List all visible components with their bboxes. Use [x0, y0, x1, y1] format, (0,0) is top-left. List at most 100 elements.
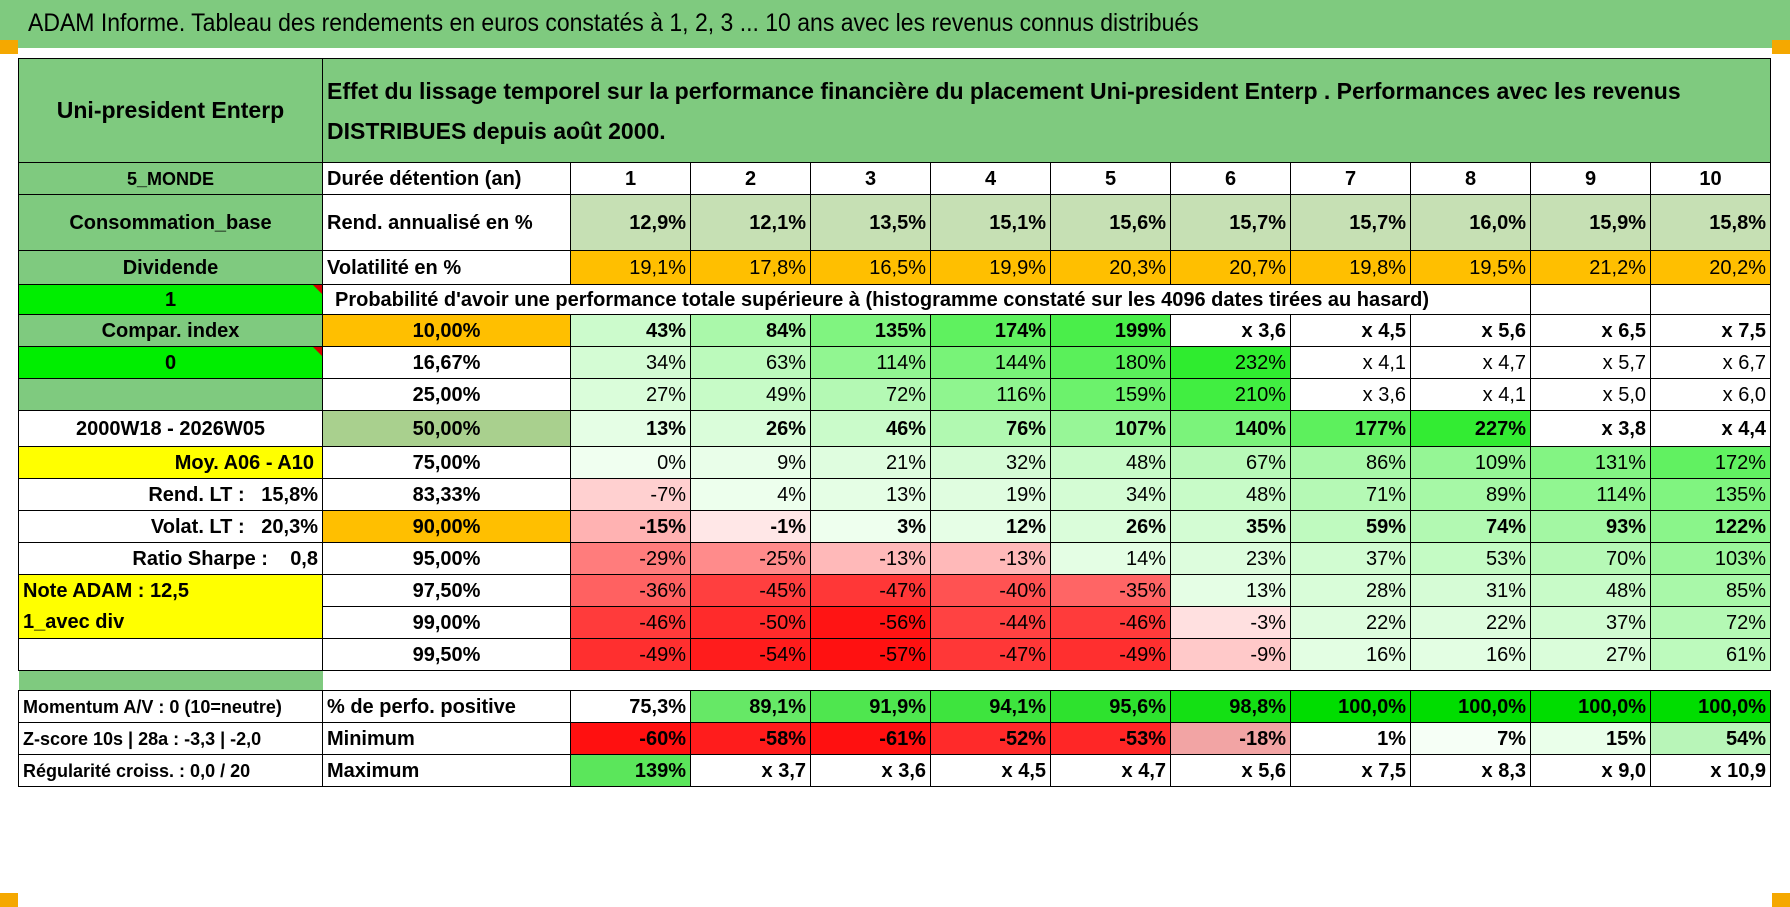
vol-value: 20,7%	[1170, 250, 1291, 285]
prob-value: 9%	[690, 446, 811, 479]
corner-marker	[0, 893, 18, 907]
prob-value: 67%	[1170, 446, 1291, 479]
pos-row: Momentum A/V : 0 (10=neutre)% de perfo. …	[18, 690, 1771, 723]
fund-description: Effet du lissage temporel sur la perform…	[322, 58, 1771, 163]
side-blank	[18, 638, 323, 671]
prob-value: 46%	[810, 410, 931, 447]
prob-value: 85%	[1650, 574, 1771, 607]
prob-value: 199%	[1050, 314, 1171, 347]
prob-value: 103%	[1650, 542, 1771, 575]
years-row: 5_MONDE Durée détention (an) 1 2 3 4 5 6 7 8 9 10	[18, 162, 1771, 195]
prob-header: Probabilité d'avoir une performance tota…	[322, 284, 1531, 315]
regularite: Régularité croiss. : 0,0 / 20	[18, 754, 323, 787]
prob-threshold: 83,33%	[322, 478, 571, 511]
prob-row: Note ADAM : 12,5 97,50% -36% -45% -47% -40% -3…	[18, 574, 1771, 607]
prob-value: x 4,7	[1410, 346, 1531, 379]
pos-value: 100,0%	[1650, 690, 1771, 723]
year-header: 10	[1650, 162, 1771, 195]
prob-value: 59%	[1290, 510, 1411, 543]
prob-value: 63%	[690, 346, 811, 379]
prob-value: 232%	[1170, 346, 1291, 379]
prob-value: x 4,5	[1290, 314, 1411, 347]
volat-lt-label: Volat. LT :	[150, 515, 245, 538]
prob-value: 227%	[1410, 410, 1531, 447]
prob-value: 34%	[570, 346, 691, 379]
vol-value: 19,8%	[1290, 250, 1411, 285]
prob-value: 135%	[810, 314, 931, 347]
max-value: x 10,9	[1650, 754, 1771, 787]
zscore: Z-score 10s | 28a : -3,3 | -2,0	[18, 722, 323, 755]
corner-marker	[0, 40, 18, 54]
vol-label: Volatilité en %	[322, 250, 571, 285]
prob-value: x 6,0	[1650, 378, 1771, 411]
rend-value: 12,9%	[570, 194, 691, 251]
spacer-row	[18, 670, 1771, 691]
prob-value: 86%	[1290, 446, 1411, 479]
pos-value: 89,1%	[690, 690, 811, 723]
prob-row: 25,00% 27% 49% 72% 116% 159% 210% x 3,6 x 4,1 x 5…	[18, 378, 1771, 411]
prob-row: 2000W18 - 2026W05 50,00% 13% 26% 46% 76% 107% 1…	[18, 410, 1771, 447]
prob-value: x 5,6	[1410, 314, 1531, 347]
prob-value: x 3,6	[1170, 314, 1291, 347]
rend-lt: Rend. LT : 15,8%	[18, 478, 323, 511]
sharpe: Ratio Sharpe : 0,8	[18, 542, 323, 575]
year-header: 3	[810, 162, 931, 195]
max-value: x 3,7	[690, 754, 811, 787]
prob-value: 72%	[1650, 606, 1771, 639]
rend-value: 15,1%	[930, 194, 1051, 251]
max-value: x 8,3	[1410, 754, 1531, 787]
pos-value: 100,0%	[1410, 690, 1531, 723]
prob-value: 37%	[1290, 542, 1411, 575]
prob-row: 1_avec div 99,00% -46% -50% -56% -44% -46% -3% 2…	[18, 606, 1771, 639]
prob-value: x 5,0	[1530, 378, 1651, 411]
volat-lt: Volat. LT : 20,3%	[18, 510, 323, 543]
report-title: ADAM Informe. Tableau des rendements en …	[28, 9, 1199, 37]
note-adam: Note ADAM : 12,5	[18, 574, 323, 607]
period: 2000W18 - 2026W05	[18, 410, 323, 447]
min-value: -60%	[570, 722, 691, 755]
prob-value: x 6,7	[1650, 346, 1771, 379]
prob-value: 37%	[1530, 606, 1651, 639]
prob-value: 210%	[1170, 378, 1291, 411]
prob-value: 144%	[930, 346, 1051, 379]
prob-value: 4%	[690, 478, 811, 511]
vol-value: 19,9%	[930, 250, 1051, 285]
prob-value: x 4,4	[1650, 410, 1771, 447]
year-header: 8	[1410, 162, 1531, 195]
prob-value: x 6,5	[1530, 314, 1651, 347]
max-label: Maximum	[322, 754, 571, 787]
prob-threshold: 99,00%	[322, 606, 571, 639]
corner-marker	[1772, 893, 1790, 907]
prob-value: 48%	[1050, 446, 1171, 479]
max-value: x 4,7	[1050, 754, 1171, 787]
sharpe-value: 0,8	[290, 547, 318, 570]
prob-value: -56%	[810, 606, 931, 639]
prob-value: 21%	[810, 446, 931, 479]
prob-value: 172%	[1650, 446, 1771, 479]
prob-value: 71%	[1290, 478, 1411, 511]
prob-value: 22%	[1410, 606, 1531, 639]
prob-value: 76%	[930, 410, 1051, 447]
volat-lt-value: 20,3%	[261, 515, 318, 538]
prob-value: 22%	[1290, 606, 1411, 639]
header-row: Uni-president Enterp Effet du lissage tem…	[18, 58, 1771, 163]
duree-label: Durée détention (an)	[322, 162, 571, 195]
vol-value: 19,1%	[570, 250, 691, 285]
prob-row: 0 16,67% 34% 63% 114% 144% 180% 232% x 4,1 x 4,7 x…	[18, 346, 1771, 379]
prob-value: x 7,5	[1650, 314, 1771, 347]
prob-value: 13%	[1170, 574, 1291, 607]
prob-value: 13%	[570, 410, 691, 447]
prob-value: -9%	[1170, 638, 1291, 671]
min-value: -58%	[690, 722, 811, 755]
prob-value: 61%	[1650, 638, 1771, 671]
prob-value: 48%	[1170, 478, 1291, 511]
prob-value: -57%	[810, 638, 931, 671]
prob-threshold: 25,00%	[322, 378, 571, 411]
prob-row: Volat. LT : 20,3% 90,00% -15% -1% 3% 12% 26% 35…	[18, 510, 1771, 543]
prob-value: 19%	[930, 478, 1051, 511]
prob-value: -44%	[930, 606, 1051, 639]
prob-value: 34%	[1050, 478, 1171, 511]
min-value: -61%	[810, 722, 931, 755]
prob-value: 26%	[1050, 510, 1171, 543]
year-header: 6	[1170, 162, 1291, 195]
